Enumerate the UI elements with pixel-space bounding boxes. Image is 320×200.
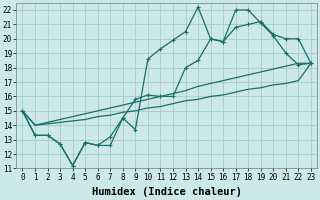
X-axis label: Humidex (Indice chaleur): Humidex (Indice chaleur) [92,187,242,197]
